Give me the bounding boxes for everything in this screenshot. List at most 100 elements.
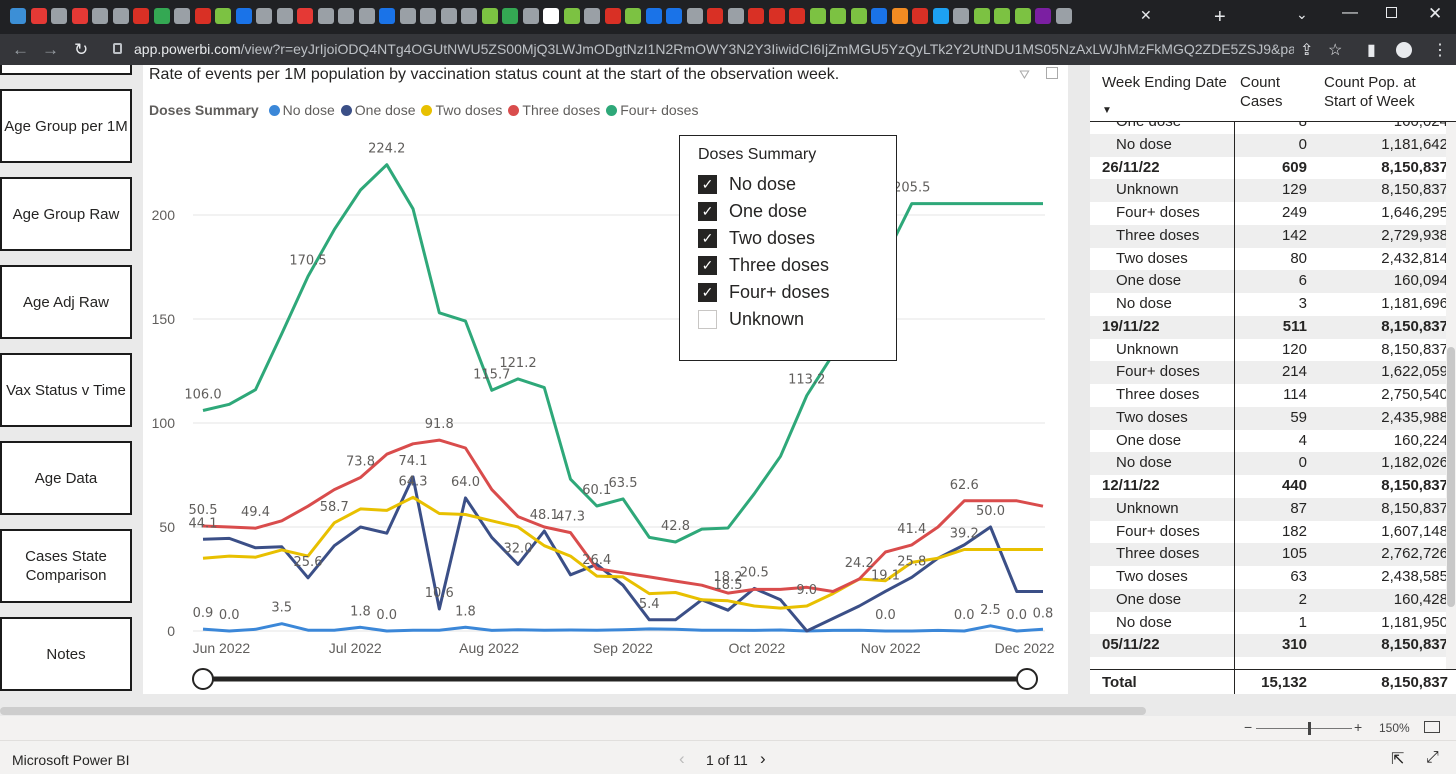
zoom-level[interactable]: 150% (1379, 721, 1410, 735)
play-icon[interactable] (809, 8, 826, 24)
play-icon[interactable] (215, 8, 231, 24)
alert-icon[interactable] (789, 8, 805, 24)
bi-icon[interactable] (768, 8, 785, 24)
globe-icon[interactable] (584, 8, 600, 24)
shield-icon[interactable] (10, 8, 26, 24)
back-arrow-icon[interactable]: ← (12, 40, 29, 59)
table-scroll-thumb[interactable] (1447, 347, 1455, 607)
globe-icon[interactable] (112, 8, 129, 24)
address-bar-url[interactable]: app.powerbi.com/view?r=eyJrIjoiODQ4NTg4O… (134, 41, 1294, 57)
twitter-icon[interactable] (932, 8, 949, 24)
legend-item[interactable]: No dose (268, 102, 335, 118)
arrow-icon[interactable] (686, 8, 703, 24)
slicer-option[interactable]: ✓ Two doses (698, 226, 815, 250)
range-slider-end-handle[interactable] (1016, 668, 1038, 690)
globe-icon[interactable] (174, 8, 190, 24)
checkbox-checked-icon[interactable]: ✓ (698, 201, 717, 221)
profile-avatar-icon[interactable] (1396, 42, 1412, 58)
globe-icon[interactable] (420, 8, 436, 24)
restore-window-icon[interactable] (1386, 7, 1397, 18)
play-icon[interactable] (1014, 8, 1031, 24)
table-group-row[interactable]: 26/11/22 609 8,150,837 (1090, 157, 1456, 180)
shield-icon[interactable] (1055, 8, 1072, 24)
table-group-row[interactable]: 19/11/22 511 8,150,837 (1090, 315, 1456, 339)
globe-icon[interactable] (276, 8, 293, 24)
globe-icon[interactable] (399, 8, 416, 24)
globe-icon[interactable] (461, 8, 477, 24)
fit-to-page-icon[interactable] (1424, 721, 1440, 733)
legend-item[interactable]: One dose (340, 102, 415, 118)
bi-icon[interactable] (133, 8, 149, 24)
minimize-window-icon[interactable]: — (1342, 4, 1358, 21)
zoom-slider[interactable] (1256, 728, 1352, 729)
forward-arrow-icon[interactable]: → (42, 40, 59, 59)
search-icon[interactable] (666, 8, 682, 24)
youtube-icon[interactable] (71, 8, 88, 24)
table-row[interactable]: Unknown 120 8,150,837 (1090, 339, 1456, 362)
bi-icon[interactable] (194, 8, 211, 24)
bookmark-icon[interactable] (1035, 8, 1051, 24)
column-header-count-cases[interactable]: Count Cases (1240, 74, 1283, 110)
legend-item[interactable]: Two doses (421, 102, 502, 118)
checkbox-checked-icon[interactable]: ✓ (698, 174, 717, 194)
arrow-icon[interactable] (358, 8, 375, 24)
table-row[interactable]: One dose 8 160,024 (1090, 122, 1456, 134)
list-icon[interactable] (891, 8, 908, 24)
slicer-option[interactable]: ✓ Four+ doses (698, 280, 830, 304)
zoom-slider-handle[interactable] (1308, 722, 1311, 735)
share-icon[interactable]: ⇪ (1300, 42, 1314, 59)
globe-icon[interactable] (502, 8, 518, 24)
play-icon[interactable] (850, 8, 867, 24)
range-slider-start-handle[interactable] (192, 668, 214, 690)
table-row[interactable]: Unknown 87 8,150,837 (1090, 497, 1456, 521)
table-row[interactable]: Four+ doses 249 1,646,295 (1090, 202, 1456, 225)
globe-icon[interactable] (522, 8, 539, 24)
nav-button-age-data[interactable]: Age Data (0, 441, 132, 515)
table-row[interactable]: No dose 1 1,181,950 (1090, 612, 1456, 635)
globe-icon[interactable] (338, 8, 354, 24)
table-row[interactable]: Two doses 63 2,438,585 (1090, 566, 1456, 589)
nav-button-cases-state-comparison[interactable]: Cases State Comparison (0, 529, 132, 603)
table-row[interactable]: Three doses 114 2,750,540 (1090, 384, 1456, 407)
table-row[interactable]: One dose 4 160,224 (1090, 430, 1456, 453)
column-header-week-ending-date[interactable]: Week Ending Date (1102, 74, 1227, 91)
bi-icon[interactable] (604, 8, 621, 24)
text-icon[interactable] (727, 8, 744, 24)
globe-icon[interactable] (51, 8, 67, 24)
close-window-icon[interactable]: ✕ (1428, 4, 1443, 23)
heart-icon[interactable] (871, 8, 887, 24)
legend-item[interactable]: Three doses (508, 102, 600, 118)
map-icon[interactable] (256, 8, 272, 24)
bi-icon[interactable] (707, 8, 723, 24)
table-row[interactable]: Three doses 105 2,762,726 (1090, 543, 1456, 566)
side-panel-icon[interactable]: ▮ (1367, 42, 1376, 59)
table-group-row[interactable]: 05/11/22 310 8,150,837 (1090, 634, 1456, 657)
heart-icon[interactable] (645, 8, 662, 24)
table-row[interactable]: Unknown 129 8,150,837 (1090, 179, 1456, 202)
sort-descending-icon[interactable]: ▼ (1102, 105, 1112, 116)
bookmark-star-icon[interactable]: ☆ (1328, 42, 1343, 59)
focus-mode-icon[interactable] (1046, 67, 1058, 79)
n-icon[interactable] (543, 8, 559, 24)
line-chart-visual[interactable]: Rate of events per 1M population by vacc… (143, 65, 1068, 694)
table-row[interactable]: Two doses 80 2,432,814 (1090, 248, 1456, 271)
table-row[interactable]: One dose 2 160,428 (1090, 588, 1456, 612)
filter-icon[interactable]: ⛛ (1019, 67, 1030, 82)
nav-button-notes[interactable]: Notes (0, 617, 132, 691)
zoom-in-button[interactable]: + (1354, 719, 1363, 735)
nav-button-age-adj-raw[interactable]: Age Adj Raw (0, 265, 132, 339)
column-header-count-pop[interactable]: Count Pop. at Start of Week (1324, 74, 1416, 110)
table-row[interactable]: Four+ doses 182 1,607,148 (1090, 521, 1456, 544)
table-row[interactable]: Four+ doses 214 1,622,059 (1090, 361, 1456, 384)
fullscreen-icon[interactable]: ⤢ (1426, 749, 1439, 766)
globe-icon[interactable] (153, 8, 170, 24)
browser-menu-icon[interactable]: ⋮ (1432, 42, 1448, 59)
globe-icon[interactable] (92, 8, 108, 24)
play-icon[interactable] (973, 8, 990, 24)
table-group-row[interactable]: 12/11/22 440 8,150,837 (1090, 475, 1456, 498)
g-icon[interactable] (994, 8, 1010, 24)
checkbox-checked-icon[interactable]: ✓ (698, 282, 717, 302)
globe-icon[interactable] (440, 8, 457, 24)
table-row[interactable]: No dose 0 1,181,642 (1090, 133, 1456, 157)
lock-icon[interactable] (113, 43, 122, 54)
